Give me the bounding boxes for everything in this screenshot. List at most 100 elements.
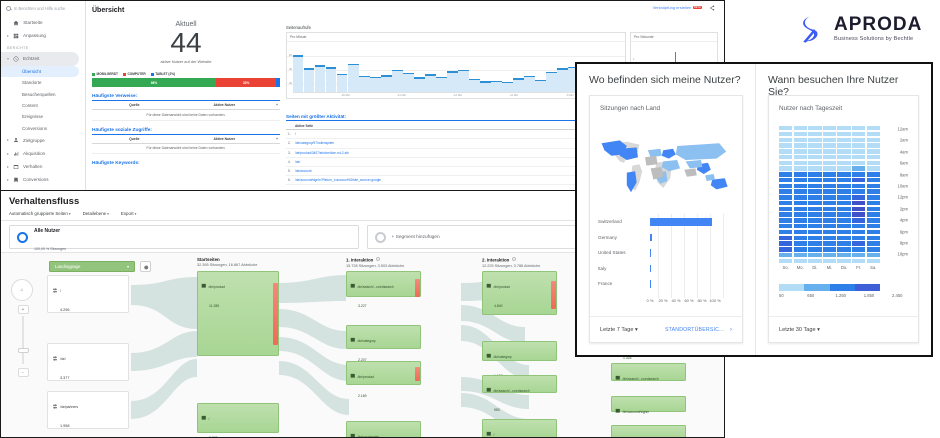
heatmap-cell[interactable] [822,247,837,252]
heatmap-cell[interactable] [808,258,822,264]
heatmap-cell[interactable] [793,229,807,235]
heatmap-cell[interactable] [779,252,793,258]
heatmap-cell[interactable] [808,224,822,229]
heatmap-cell[interactable] [822,143,837,148]
heatmap-cell[interactable] [808,212,822,217]
heatmap-cell[interactable] [808,126,822,131]
add-column-icon[interactable]: + [272,134,280,144]
heatmap-cell[interactable] [837,183,851,189]
heatmap-cell[interactable] [852,172,866,177]
heatmap-cell[interactable] [866,200,880,206]
heatmap-cell[interactable] [822,229,837,235]
heatmap-cell[interactable] [852,195,866,200]
heatmap-cell[interactable] [822,258,837,264]
sidebar-subitem-standorte[interactable]: Standorte [22,80,42,86]
heatmap-cell[interactable] [808,200,822,206]
heatmap-cell[interactable] [808,235,822,241]
heatmap-cell[interactable] [793,154,807,160]
flow-node[interactable]: /de/product 4.840 [482,271,557,315]
heatmap-cell[interactable] [808,183,822,189]
location-overview-link[interactable]: STANDORTÜBERSIC... [664,326,724,333]
heatmap-cell[interactable] [837,166,851,171]
heatmap-cell[interactable] [822,172,837,177]
heatmap-cell[interactable] [808,252,822,258]
info-icon[interactable] [376,257,381,261]
heatmap-cell[interactable] [793,224,807,229]
heatmap-cell[interactable] [793,183,807,189]
heatmap-cell[interactable] [852,247,866,252]
row-page[interactable]: /de/ [293,157,586,167]
heatmap-cell[interactable] [866,241,880,246]
heatmap-cell[interactable] [822,212,837,217]
heatmap-cell[interactable] [852,206,866,212]
heatmap-cell[interactable] [793,189,807,194]
heatmap-cell[interactable] [822,195,837,200]
heatmap-cell[interactable] [822,241,837,246]
heatmap-cell[interactable] [822,177,837,183]
heatmap-cell[interactable] [866,247,880,252]
flow-node[interactable]: /de/countrysite [346,421,421,437]
sidebar-subitem-uebersicht[interactable]: Übersicht [1,65,79,77]
chevron-right-icon[interactable]: › [730,326,732,333]
heatmap-cell[interactable] [822,137,837,142]
heatmap-cell[interactable] [779,131,793,137]
heatmap-cell[interactable] [852,166,866,171]
heatmap-cell[interactable] [808,206,822,212]
heatmap-cell[interactable] [779,258,793,264]
date-range-selector[interactable]: Letzte 7 Tage [600,327,638,333]
row-page[interactable]: / [293,129,586,140]
share-icon[interactable] [709,5,715,11]
heatmap-cell[interactable] [866,189,880,194]
flow-node[interactable]: /de/account 366 [611,425,686,437]
heatmap-cell[interactable] [822,252,837,258]
heatmap-cell[interactable] [793,172,807,177]
heatmap-cell[interactable] [852,177,866,183]
heatmap-cell[interactable] [822,218,837,223]
heatmap-cell[interactable] [866,131,880,137]
heatmap-cell[interactable] [793,212,807,217]
heatmap-cell[interactable] [779,235,793,241]
flow-node[interactable]: /de/category 1.137 [482,341,557,378]
flow-node[interactable]: /de/product 2.169 [346,361,421,398]
sidebar-item-echtzeit[interactable]: Echtzeit [1,52,79,66]
heatmap-cell[interactable] [779,247,793,252]
heatmap-cell[interactable] [793,247,807,252]
heatmap-cell[interactable] [837,235,851,241]
heatmap-cell[interactable] [866,206,880,212]
heatmap-cell[interactable] [822,126,837,131]
heatmap-cell[interactable] [852,154,866,160]
heatmap-cell[interactable] [822,189,837,194]
heatmap-cell[interactable] [779,154,793,160]
heatmap-cell[interactable] [852,218,866,223]
zoom-in-button[interactable]: + [17,305,29,314]
heatmap-cell[interactable] [793,166,807,171]
sidebar-subitem-conversions[interactable]: Conversions [22,125,48,131]
heatmap-cell[interactable] [779,189,793,194]
heatmap-cell[interactable] [808,160,822,166]
heatmap-cell[interactable] [793,137,807,142]
sidebar-subitem-besucherquellen[interactable]: Besucherquellen [22,91,56,97]
heatmap-cell[interactable] [852,131,866,137]
segment-all-users[interactable]: Alle Nutzer 100,00 % Sitzungen [9,225,359,251]
row-page[interactable]: /de/category/97/rollenspiele [293,138,586,149]
heatmap-cell[interactable] [808,177,822,183]
row-page[interactable]: /de/account/signin?Return_t=account%2fsi… [293,175,586,186]
flow-node[interactable]: /de/account/signin 554 [611,396,686,433]
heatmap-cell[interactable] [779,224,793,229]
gear-icon[interactable] [140,261,151,272]
heatmap-cell[interactable] [779,160,793,166]
heatmap-cell[interactable] [793,206,807,212]
heatmap-cell[interactable] [822,235,837,241]
heatmap-cell[interactable] [779,149,793,154]
heatmap-cell[interactable] [866,177,880,183]
heatmap-cell[interactable] [852,224,866,229]
heatmap-cell[interactable] [808,218,822,223]
heatmap-cell[interactable] [837,189,851,194]
sidebar-item-conversions[interactable]: Conversions [1,173,85,186]
heatmap-cell[interactable] [852,189,866,194]
heatmap-cell[interactable] [779,166,793,171]
heatmap-cell[interactable] [866,172,880,177]
heatmap-cell[interactable] [808,195,822,200]
heatmap-cell[interactable] [852,160,866,166]
heatmap-cell[interactable] [793,200,807,206]
